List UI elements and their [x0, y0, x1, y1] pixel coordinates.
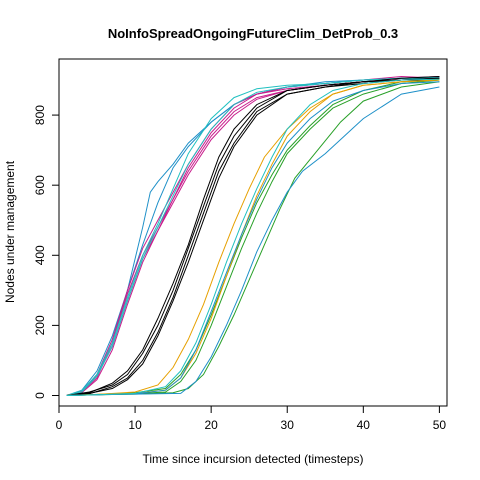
- y-tick-label: 200: [33, 315, 47, 335]
- y-tick-label: 600: [33, 175, 47, 195]
- x-tick-label: 50: [433, 418, 447, 432]
- series-line-9: [66, 77, 440, 396]
- series-line-6: [66, 77, 440, 396]
- y-tick-label: 800: [33, 105, 47, 125]
- series-line-17: [66, 79, 440, 396]
- x-tick-label: 0: [56, 418, 63, 432]
- series-line-5: [66, 75, 440, 396]
- x-axis-label: Time since incursion detected (timesteps…: [143, 452, 364, 466]
- series-line-18: [66, 86, 440, 396]
- series-line-1: [66, 76, 440, 396]
- series-line-15: [66, 79, 440, 396]
- series-line-11: [66, 76, 440, 396]
- x-tick-label: 40: [357, 418, 371, 432]
- x-tick-label: 20: [204, 418, 218, 432]
- x-tick-label: 30: [281, 418, 295, 432]
- series-line-10: [66, 79, 440, 396]
- series-line-3: [66, 79, 440, 396]
- plot-area-frame: [58, 58, 448, 407]
- y-tick-label: 400: [33, 245, 47, 265]
- series-group: [66, 75, 440, 396]
- series-line-4: [66, 76, 440, 396]
- series-line-20: [66, 78, 440, 396]
- x-axis: 0 10 20 30 40 50: [56, 405, 447, 432]
- series-line-14: [66, 81, 440, 396]
- series-line-7: [66, 76, 440, 396]
- series-line-8: [66, 77, 440, 396]
- y-tick-label: 0: [33, 392, 47, 399]
- series-line-13: [66, 79, 440, 396]
- x-tick-label: 10: [128, 418, 142, 432]
- series-line-19: [66, 81, 440, 396]
- chart-title: NoInfoSpreadOngoingFutureClim_DetProb_0.…: [108, 26, 398, 41]
- series-line-2: [66, 77, 440, 396]
- y-axis-label: Nodes under management: [3, 160, 17, 303]
- series-line-12: [66, 77, 440, 396]
- y-axis: 0 200 400 600 800: [33, 105, 60, 399]
- series-line-16: [66, 79, 440, 396]
